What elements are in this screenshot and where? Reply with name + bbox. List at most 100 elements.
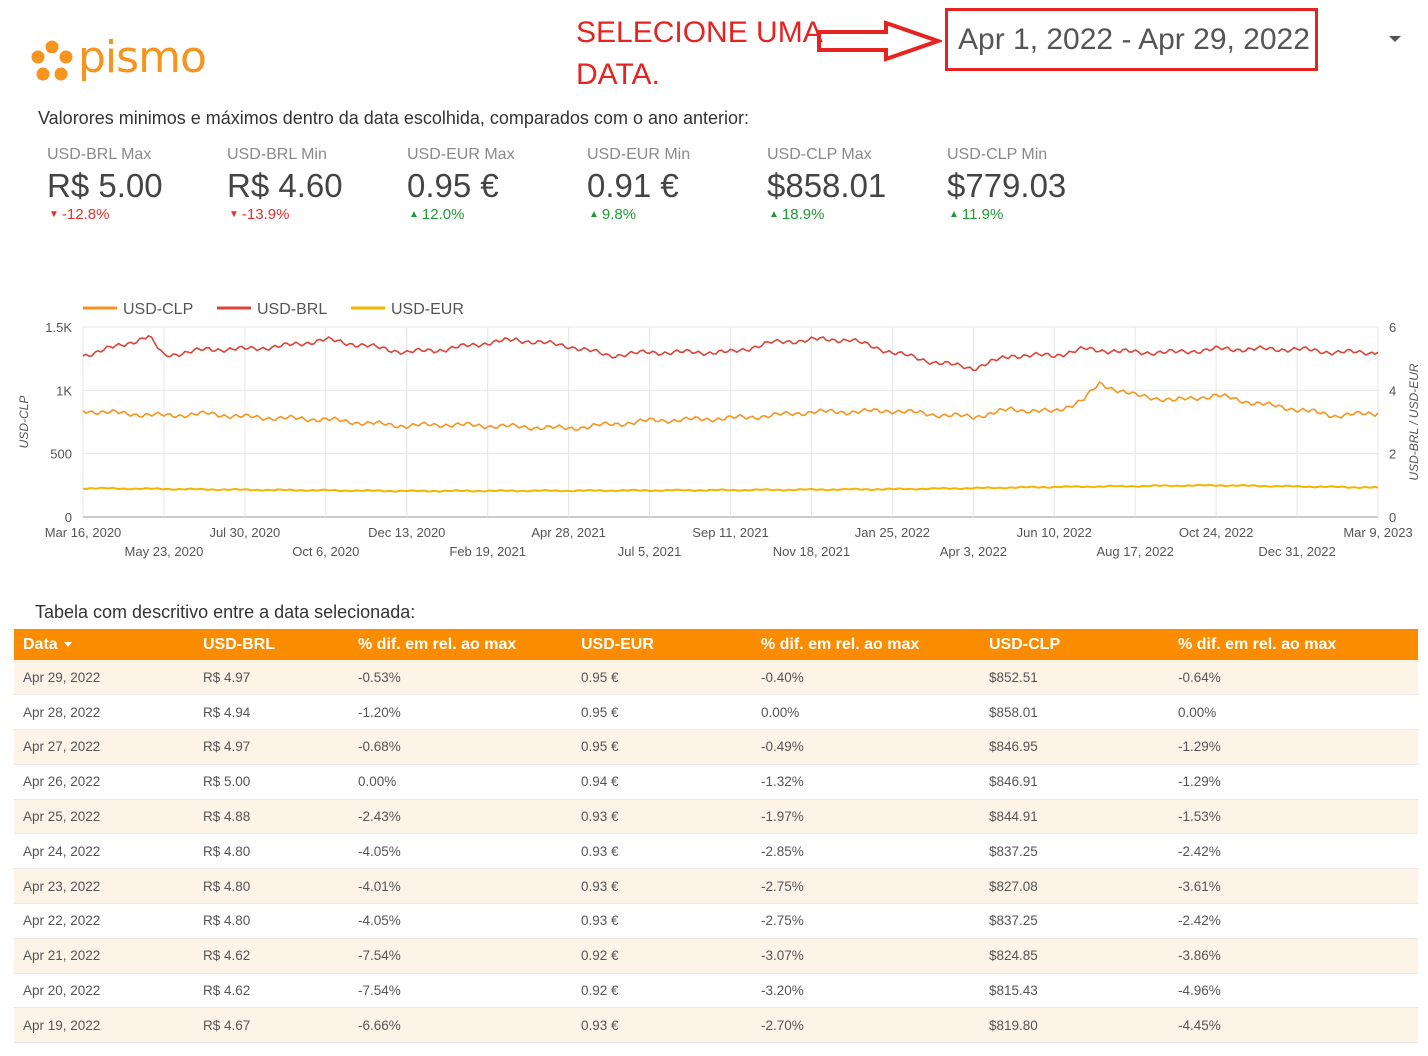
- legend-label-usd-brl: USD-BRL: [257, 301, 327, 318]
- cell-clp-diff: -4.96%: [1169, 973, 1418, 1009]
- column-header-label: Data: [23, 635, 58, 653]
- cell-clp-diff: -4.45%: [1169, 1007, 1418, 1044]
- kpi-delta-value: 12.0%: [421, 206, 465, 223]
- kpi-usd-clp-max: USD-CLP Max $858.01 ▲ 18.9%: [767, 146, 947, 223]
- arrow-up-icon: ▲: [949, 209, 959, 220]
- cell-brl-diff: -4.05%: [349, 833, 572, 870]
- rates-table: Data USD-BRL % dif. em rel. ao max USD-E…: [14, 629, 1418, 1044]
- chevron-down-icon[interactable]: [1389, 36, 1401, 42]
- cell-usd-clp: $846.95: [980, 729, 1169, 765]
- kpi-value: 0.95 €: [407, 167, 499, 204]
- kpi-delta-value: -12.8%: [61, 206, 110, 223]
- cell-usd-clp: $815.43: [980, 973, 1169, 1009]
- pismo-logo-icon: [31, 40, 73, 81]
- exchange-rate-line-chart: 0 500 1K 1.5K 0 2 4 6 Mar 16, 2020 Jul 30, 2020 De…: [0, 290, 1428, 570]
- kpi-value: R$ 5.00: [47, 167, 163, 204]
- cell-brl-diff: -4.05%: [349, 903, 572, 939]
- cell-usd-eur: 0.93 €: [572, 868, 752, 905]
- cell-brl-diff: 0.00%: [349, 764, 572, 800]
- cell-date: Apr 20, 2022: [14, 973, 194, 1009]
- cell-usd-clp: $844.91: [980, 799, 1169, 835]
- cell-eur-diff: -0.49%: [752, 729, 980, 765]
- cell-brl-diff: -7.54%: [349, 938, 572, 974]
- table-row: Apr 25, 2022 R$ 4.88 -2.43% 0.93 € -1.97% $84…: [14, 799, 1418, 835]
- kpi-delta: ▲ 11.9%: [947, 206, 1127, 223]
- x-tick-label: Jul 30, 2020: [209, 525, 280, 540]
- cell-usd-brl: R$ 4.94: [194, 694, 349, 731]
- column-header-usd-eur[interactable]: USD-EUR: [572, 629, 752, 660]
- x-tick-label: Aug 17, 2022: [1097, 544, 1174, 559]
- cell-brl-diff: -1.20%: [349, 694, 572, 731]
- arrow-down-icon: ▼: [49, 209, 59, 220]
- x-tick-label: Mar 16, 2020: [45, 525, 122, 540]
- cell-eur-diff: -2.75%: [752, 868, 980, 905]
- sort-desc-icon: [63, 641, 72, 647]
- kpi-label: USD-BRL Max: [47, 146, 152, 163]
- kpi-delta-value: 18.9%: [781, 206, 825, 223]
- x-tick-label: Feb 19, 2021: [449, 544, 526, 559]
- x-tick-label: Nov 18, 2021: [773, 544, 850, 559]
- column-header-brl-diff[interactable]: % dif. em rel. ao max: [349, 629, 572, 660]
- cell-usd-eur: 0.92 €: [572, 938, 752, 974]
- kpi-label: USD-BRL Min: [227, 146, 327, 163]
- table-row: Apr 26, 2022 R$ 5.00 0.00% 0.94 € -1.32% $846…: [14, 764, 1418, 800]
- cell-date: Apr 22, 2022: [14, 903, 194, 939]
- cell-date: Apr 28, 2022: [14, 694, 194, 731]
- cell-usd-brl: R$ 4.80: [194, 903, 349, 939]
- cell-eur-diff: -1.97%: [752, 799, 980, 835]
- kpi-delta: ▼ -12.8%: [47, 206, 227, 223]
- cell-clp-diff: -1.29%: [1169, 764, 1418, 800]
- column-header-data[interactable]: Data: [14, 629, 194, 660]
- cell-usd-eur: 0.92 €: [572, 973, 752, 1009]
- cell-usd-brl: R$ 4.62: [194, 973, 349, 1009]
- cell-usd-eur: 0.94 €: [572, 764, 752, 800]
- x-tick-label: Jul 5, 2021: [618, 544, 682, 559]
- legend-label-usd-eur: USD-EUR: [391, 301, 464, 318]
- kpi-delta: ▲ 12.0%: [407, 206, 587, 223]
- cell-clp-diff: -1.29%: [1169, 729, 1418, 765]
- cell-usd-brl: R$ 4.80: [194, 833, 349, 870]
- cell-clp-diff: -3.61%: [1169, 868, 1418, 905]
- cell-brl-diff: -4.01%: [349, 868, 572, 905]
- x-tick-label: Apr 3, 2022: [940, 544, 1007, 559]
- cell-usd-eur: 0.95 €: [572, 694, 752, 731]
- pismo-logo: pismo: [28, 36, 238, 86]
- x-tick-label: Apr 28, 2021: [531, 525, 605, 540]
- table-row: Apr 20, 2022 R$ 4.62 -7.54% 0.92 € -3.20% $81…: [14, 973, 1418, 1009]
- x-tick-label: Oct 24, 2022: [1179, 525, 1253, 540]
- cell-eur-diff: -2.75%: [752, 903, 980, 939]
- cell-brl-diff: -0.53%: [349, 660, 572, 696]
- date-range-picker[interactable]: Apr 1, 2022 - Apr 29, 2022: [945, 8, 1318, 71]
- y-right-tick-label: 0: [1389, 510, 1396, 525]
- arrow-up-icon: ▲: [409, 209, 419, 220]
- cell-brl-diff: -0.68%: [349, 729, 572, 765]
- cell-eur-diff: -1.32%: [752, 764, 980, 800]
- cell-usd-brl: R$ 4.67: [194, 1007, 349, 1044]
- cell-eur-diff: -2.70%: [752, 1007, 980, 1044]
- red-arrow-icon: [817, 20, 942, 62]
- cell-usd-eur: 0.93 €: [572, 903, 752, 939]
- column-header-usd-clp[interactable]: USD-CLP: [980, 629, 1169, 660]
- x-tick-label: Dec 13, 2020: [368, 525, 445, 540]
- column-header-eur-diff[interactable]: % dif. em rel. ao max: [752, 629, 980, 660]
- x-tick-label: Dec 31, 2022: [1258, 544, 1335, 559]
- cell-eur-diff: -0.40%: [752, 660, 980, 696]
- cell-usd-clp: $837.25: [980, 903, 1169, 939]
- column-header-clp-diff[interactable]: % dif. em rel. ao max: [1169, 629, 1418, 660]
- column-header-usd-brl[interactable]: USD-BRL: [194, 629, 349, 660]
- cell-eur-diff: -3.20%: [752, 973, 980, 1009]
- kpi-delta: ▼ -13.9%: [227, 206, 407, 223]
- kpi-value: 0.91 €: [587, 167, 679, 204]
- kpi-usd-brl-min: USD-BRL Min R$ 4.60 ▼ -13.9%: [227, 146, 407, 223]
- y-right-tick-label: 2: [1389, 447, 1396, 462]
- cell-eur-diff: -2.85%: [752, 833, 980, 870]
- x-tick-label: Sep 11, 2021: [692, 525, 768, 540]
- cell-date: Apr 27, 2022: [14, 729, 194, 765]
- table-row: Apr 28, 2022 R$ 4.94 -1.20% 0.95 €0.00% $858…: [14, 694, 1418, 731]
- y-right-axis-title: USD-BRL / USD-EUR: [1407, 363, 1421, 480]
- cell-usd-clp: $846.91: [980, 764, 1169, 800]
- kpi-usd-eur-max: USD-EUR Max 0.95 € ▲ 12.0%: [407, 146, 587, 223]
- cell-usd-brl: R$ 4.80: [194, 868, 349, 905]
- y-left-tick-label: 1.5K: [45, 320, 72, 335]
- series-line-usd-brl: [82, 334, 1379, 372]
